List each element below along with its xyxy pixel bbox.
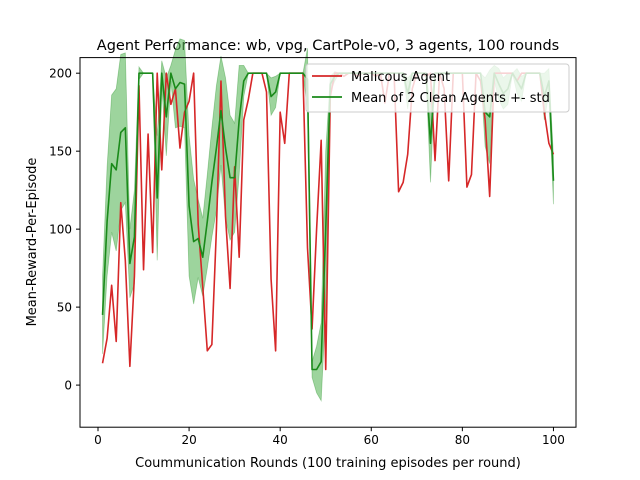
- y-tick-label: 50: [57, 301, 72, 315]
- legend-label-malicious: Malicous Agent: [351, 70, 450, 85]
- x-tick-label: 60: [364, 433, 379, 447]
- x-tick-label: 40: [273, 433, 288, 447]
- plot-area-frame: [79, 57, 577, 428]
- x-tick-label: 100: [542, 433, 565, 447]
- x-tick-label: 80: [455, 433, 470, 447]
- x-axis: 0 20 40 60 80 100: [94, 427, 565, 447]
- legend: Malicous Agent Mean of 2 Clean Agents +-…: [305, 63, 570, 113]
- legend-frame: [305, 63, 570, 113]
- y-axis: 0 50 100 150 200: [49, 67, 80, 393]
- y-tick-label: 150: [49, 145, 72, 159]
- x-axis-label: Coummunication Rounds (100 training epis…: [135, 456, 521, 471]
- x-tick-label: 0: [94, 433, 102, 447]
- y-tick-label: 100: [49, 223, 72, 237]
- y-axis-label: Mean-Reward-Per-Episode: [25, 158, 40, 327]
- x-tick-label: 20: [181, 433, 196, 447]
- y-tick-label: 0: [64, 379, 72, 393]
- legend-label-clean-mean: Mean of 2 Clean Agents +- std: [351, 91, 550, 106]
- y-tick-label: 200: [49, 67, 72, 81]
- chart-title: Agent Performance: wb, vpg, CartPole-v0,…: [97, 38, 559, 54]
